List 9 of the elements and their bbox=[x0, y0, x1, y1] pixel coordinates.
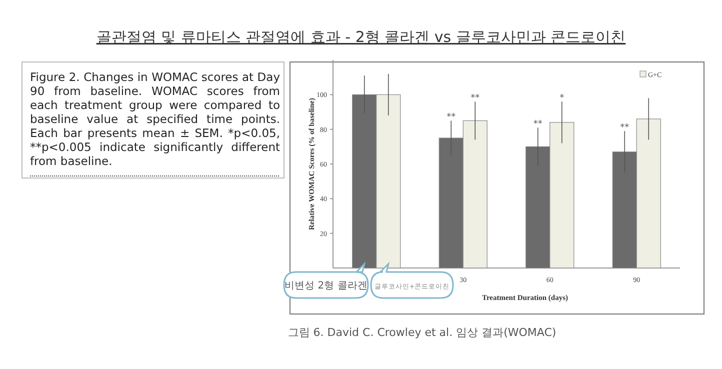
text: 비변성 2형 콜라겐 bbox=[284, 280, 368, 292]
annotation: * bbox=[560, 94, 565, 104]
caption: Figure 2. Changes in WOMAC scores at Day 90 from baseline. WOMAC scores from each treatment group were compared to baseline value at specified time points. Each bar presents mean ± SEM. *p<0.05, **p<0.005 indicate significantly different from baseline. bbox=[30, 70, 280, 168]
annotation: ** bbox=[620, 123, 630, 134]
annotation: ** bbox=[533, 120, 543, 130]
annotation: ** bbox=[470, 94, 480, 104]
annotation: ** bbox=[446, 112, 456, 123]
caption: 그림 6. David C. Crowley et al. 임상 결과(WOMAC) bbox=[288, 326, 556, 339]
chart-title: 골관절염 및 류마티스 관절염에 효과 - 2형 콜라겐 vs 글루코사민과 콘드로이친 bbox=[96, 28, 626, 46]
